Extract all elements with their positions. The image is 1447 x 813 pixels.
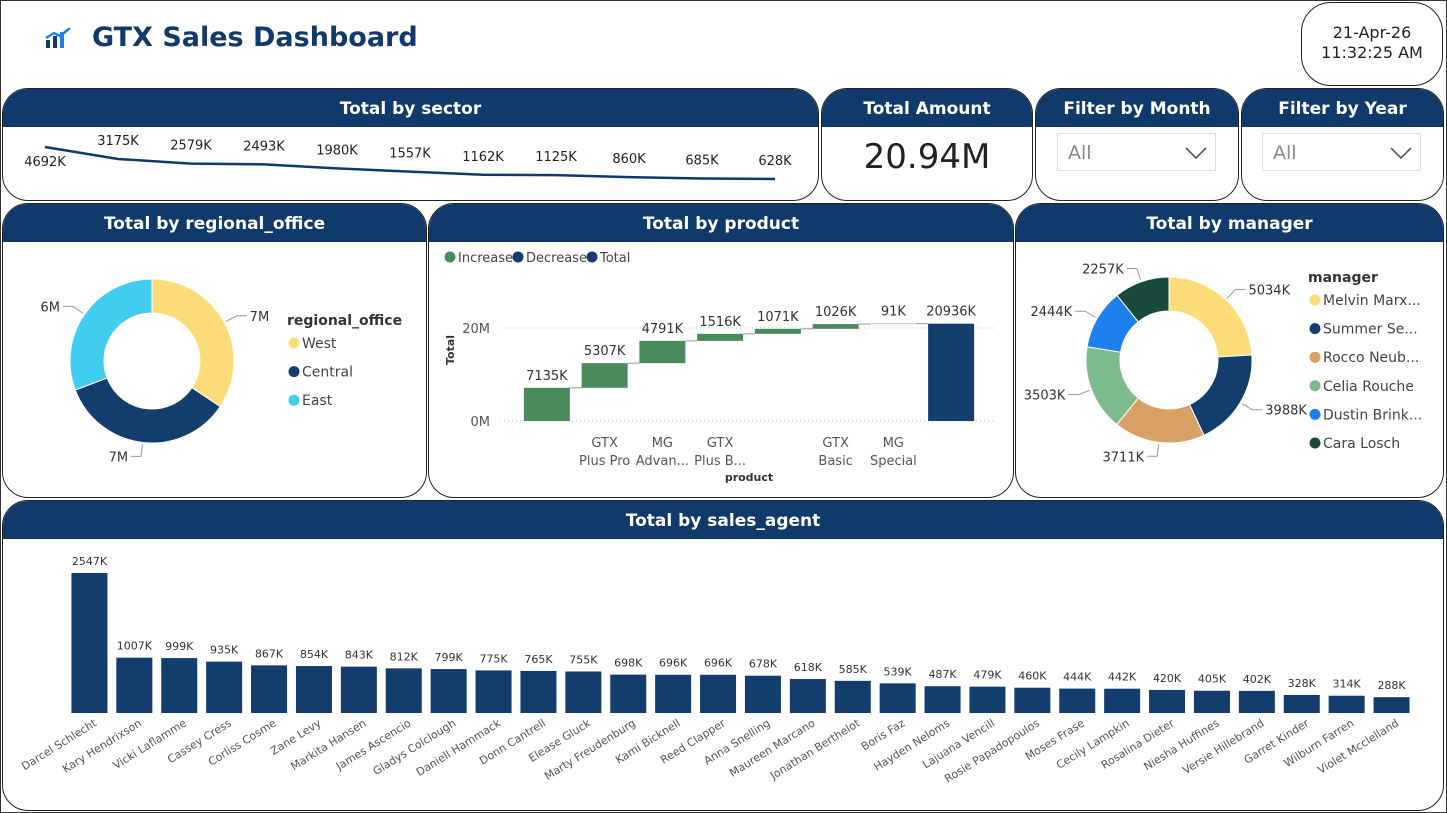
panel-title: Total by sales_agent (3, 501, 1443, 539)
panel-title: Total Amount (822, 89, 1032, 127)
dashboard-title: GTX Sales Dashboard (92, 22, 418, 53)
clock: 21-Apr-26 11:32:25 AM (1301, 2, 1443, 86)
panel-title: Total by manager (1016, 204, 1443, 242)
dropdown[interactable]: All (1057, 133, 1216, 171)
panel-title: Total by product (429, 204, 1013, 242)
dropdown-value: All (1273, 142, 1297, 164)
panel-title: Filter by Year (1242, 89, 1443, 127)
time: 11:32:25 AM (1321, 43, 1423, 62)
chevron (1185, 147, 1207, 160)
panel: Total by product (428, 203, 1014, 498)
kpi-value: 20.94M (863, 137, 991, 177)
panel: Total by regional_office (2, 203, 427, 498)
chevron (1390, 147, 1412, 160)
panel-title: Total by sector (3, 89, 818, 127)
panel-title: Filter by Month (1036, 89, 1238, 127)
panel-title: Total by regional_office (3, 204, 426, 242)
panel: Total by sector (2, 88, 819, 201)
panel: Total by sales_agent (2, 500, 1444, 811)
logo (45, 28, 71, 48)
date: 21-Apr-26 (1332, 23, 1412, 42)
panel: Total by manager (1015, 203, 1444, 498)
kpi-card: Total Amount 20.94M (821, 88, 1033, 201)
dropdown-value: All (1068, 142, 1092, 164)
filter: Filter by Year All (1241, 88, 1444, 201)
filter: Filter by Month All (1035, 88, 1239, 201)
dropdown[interactable]: All (1262, 133, 1421, 171)
